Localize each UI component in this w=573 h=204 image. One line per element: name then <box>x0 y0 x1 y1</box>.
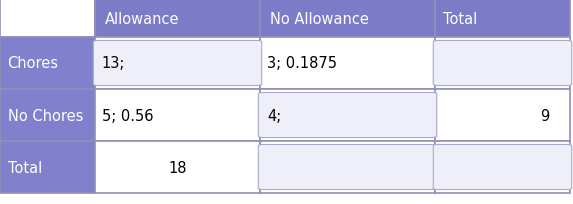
Bar <box>0 38 95 90</box>
FancyBboxPatch shape <box>93 41 262 86</box>
Bar <box>95 141 260 193</box>
Bar <box>435 90 570 141</box>
FancyBboxPatch shape <box>258 145 437 190</box>
Bar <box>260 141 435 193</box>
Bar <box>95 90 260 141</box>
Bar <box>435 141 570 193</box>
Bar <box>260 38 435 90</box>
Text: No Chores: No Chores <box>7 108 83 123</box>
Text: Total: Total <box>7 160 42 175</box>
Bar <box>0 0 95 38</box>
FancyBboxPatch shape <box>433 41 572 86</box>
Text: 9: 9 <box>540 108 550 123</box>
Bar <box>435 0 570 38</box>
Text: 13;: 13; <box>101 56 125 71</box>
Bar <box>95 0 260 38</box>
Text: 5; 0.56: 5; 0.56 <box>101 108 153 123</box>
FancyBboxPatch shape <box>433 145 572 190</box>
Bar <box>95 38 260 90</box>
Bar <box>435 38 570 90</box>
Text: Allowance: Allowance <box>105 11 179 26</box>
Text: Total: Total <box>443 11 477 26</box>
Text: 18: 18 <box>168 160 187 175</box>
Text: 4;: 4; <box>267 108 281 123</box>
Bar <box>260 0 435 38</box>
Text: No Allowance: No Allowance <box>270 11 370 26</box>
Bar <box>260 90 435 141</box>
Bar <box>0 141 95 193</box>
Text: 3; 0.1875: 3; 0.1875 <box>267 56 337 71</box>
Bar <box>0 90 95 141</box>
Text: Chores: Chores <box>7 56 58 71</box>
FancyBboxPatch shape <box>258 93 437 138</box>
